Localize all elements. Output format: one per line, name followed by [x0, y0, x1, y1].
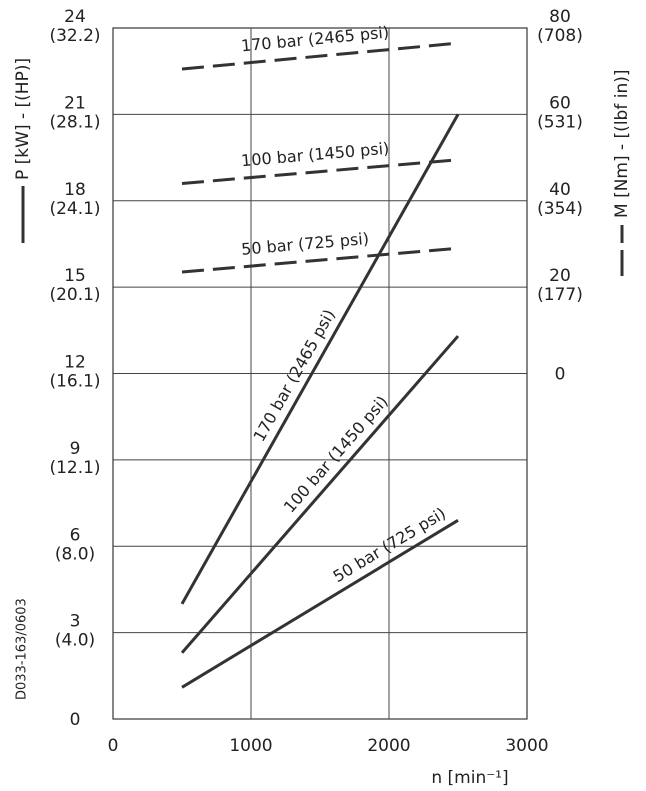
y-right-tick-label: 60 [549, 93, 571, 113]
y-right-tick-sublabel: (177) [537, 285, 583, 305]
x-tick-label: 3000 [505, 736, 548, 756]
y-right-tick-sublabel: (531) [537, 112, 583, 132]
curve-labels: 170 bar (2465 psi)100 bar (1450 psi)50 b… [240, 23, 449, 587]
document-code: D033-163/0603 [15, 598, 30, 700]
tick-labels: 0 1000 2000 3000 0 3(4.0) 6(8.0) 9(12.1) 12(16.1… [49, 7, 582, 756]
y-left-tick-label: 12 [64, 353, 86, 373]
x-tick-label: 0 [108, 736, 119, 756]
x-tick-label: 1000 [229, 736, 272, 756]
y-left-tick-sublabel: (8.0) [55, 544, 95, 564]
torque-series-line [181, 246, 459, 274]
torque-series-line [181, 158, 459, 185]
y-right-tick-sublabel: (354) [537, 199, 583, 219]
y-left-tick-sublabel: (20.1) [49, 285, 100, 305]
torque-series-label: 100 bar (1450 psi) [240, 139, 390, 171]
series-lines [180, 41, 460, 689]
y-left-tick-label: 18 [64, 180, 86, 200]
torque-series-label: 50 bar (725 psi) [240, 229, 369, 259]
y-left-tick-sublabel: (28.1) [49, 112, 100, 132]
y-left-tick-label: 0 [70, 710, 81, 730]
power-series-line [180, 113, 460, 605]
y-right-tick-label: 80 [549, 7, 571, 27]
left-axis-title: P [kW] - [(HP)] [13, 58, 33, 180]
y-right-tick-sublabel: (708) [537, 26, 583, 46]
torque-series-line [181, 41, 459, 71]
y-left-tick-label: 24 [64, 7, 86, 27]
y-left-tick-sublabel: (32.2) [49, 26, 100, 46]
y-left-tick-label: 21 [64, 93, 86, 113]
y-right-tick-label: 0 [555, 365, 566, 385]
y-left-tick-label: 15 [64, 266, 86, 286]
x-tick-label: 2000 [367, 736, 410, 756]
plot-grid [112, 27, 528, 720]
y-right-tick-label: 20 [549, 266, 571, 286]
left-axis-legend: P [kW] - [(HP)] [13, 58, 33, 243]
power-series-line [180, 335, 460, 654]
y-left-tick-sublabel: (4.0) [55, 631, 95, 651]
x-axis-title: n [min⁻¹] [431, 768, 508, 788]
y-left-tick-label: 6 [70, 525, 81, 545]
right-axis-title: M [Nm] - [(lbf in)] [612, 70, 632, 218]
y-left-tick-sublabel: (12.1) [49, 458, 100, 478]
y-left-tick-label: 9 [70, 439, 81, 459]
power-series-line [181, 519, 459, 689]
right-axis-legend: M [Nm] - [(lbf in)] [612, 70, 632, 276]
power-series-label: 100 bar (1450 psi) [280, 392, 392, 516]
power-series-label: 170 bar (2465 psi) [249, 306, 338, 445]
y-left-tick-sublabel: (16.1) [49, 372, 100, 392]
y-left-tick-label: 3 [70, 612, 81, 632]
y-right-tick-label: 40 [549, 180, 571, 200]
y-left-tick-sublabel: (24.1) [49, 199, 100, 219]
